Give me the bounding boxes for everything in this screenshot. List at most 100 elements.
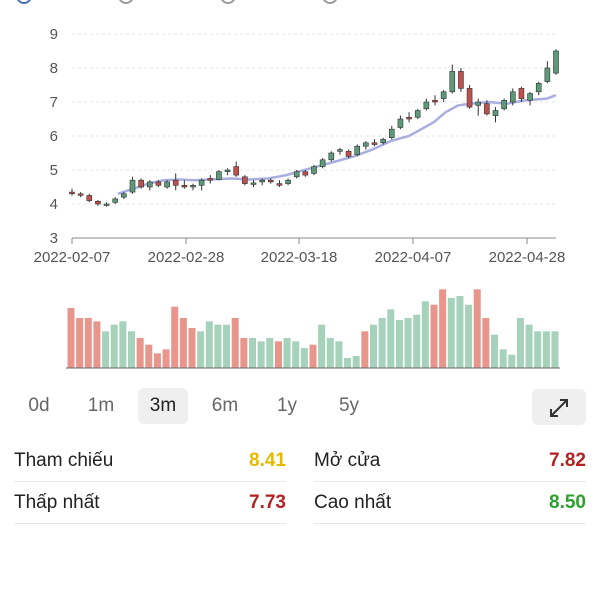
volume-bar [119,321,127,368]
stat-label: Cao nhất [314,492,392,513]
candle-body [397,118,404,128]
tab-0d[interactable]: 0d [28,395,50,416]
volume-bar [361,331,369,368]
volume-bar [179,318,187,368]
candle-body [345,151,352,157]
volume-bar [404,318,412,368]
volume-bar [102,331,110,368]
volume-bar [249,338,256,368]
y-tick-label: 6 [50,128,58,145]
candle-body [233,166,240,176]
volume-bar [378,318,386,368]
candle-body [414,110,421,118]
volume-bar [318,324,326,368]
candle-body [112,198,119,203]
y-axis: 3 4 5 6 7 8 9 [50,26,58,247]
tab-1y[interactable]: 1y [276,395,298,416]
volume-bar [473,289,481,368]
expand-icon [550,399,568,417]
tab-5y[interactable]: 5y [338,395,360,416]
volume-bar [465,304,473,368]
volume-bar [344,358,352,368]
x-tick-label: 2022-02-07 [34,249,111,266]
candle-body [371,142,378,145]
y-tick-label: 5 [50,162,58,179]
candle-body [432,100,438,103]
volume-bar [283,338,291,368]
candle-body [293,171,300,178]
candle-body [190,185,196,188]
volume-bar [542,331,550,368]
candle-body [129,179,136,193]
stat-label: Mở cửa [314,450,381,471]
volume-bar [171,306,179,368]
candle-body [535,83,542,93]
volume-bar [84,318,92,368]
volume-bar [421,301,429,368]
candle-body [484,103,490,115]
volume-bar [145,344,153,368]
candle-body [363,142,369,147]
candlesticks [69,49,559,207]
x-tick-label: 2022-03-18 [261,249,338,266]
expand-button[interactable] [532,389,586,425]
x-tick-label: 2022-04-28 [489,249,566,266]
volume-bar [240,338,248,368]
volume-bar [525,324,533,368]
volume-bar [534,331,542,368]
volume-bar [430,304,438,368]
volume-bar [335,341,343,368]
candle-body [172,179,179,186]
volume-bar [205,321,213,368]
volume-bar [309,344,317,368]
volume-bar [439,289,447,368]
stat-value: 7.73 [249,492,286,513]
volume-bar [499,349,507,368]
volume-bar [136,338,144,368]
volume-bar [447,298,455,368]
volume-bar [93,321,101,368]
volume-bar [214,324,222,368]
candle-body [121,193,127,198]
volume-bar [387,309,395,368]
tab-1m[interactable]: 1m [87,395,115,416]
volume-bar [482,318,490,368]
volume-bar [300,348,308,368]
y-tick-label: 4 [50,196,58,213]
candle-body [337,149,343,152]
stat-open: Mở cửa 7.82 [314,440,586,482]
candle-body [311,166,317,174]
volume-bar [292,341,300,368]
candle-body [544,67,551,82]
volume-bar [352,356,360,368]
candle-body [285,179,291,184]
volume-bar [266,338,274,368]
y-tick-label: 7 [50,94,58,111]
candle-body [267,179,274,183]
candle-body [103,203,110,206]
candle-body [259,179,265,183]
stat-value: 7.82 [549,450,586,471]
stat-high: Cao nhất 8.50 [314,482,586,524]
stat-low: Thấp nhất 7.73 [14,482,286,524]
moving-average [117,94,557,195]
y-tick-label: 9 [50,26,58,43]
candle-body [155,181,162,186]
volume-bar [128,331,135,368]
volume-bar [274,341,282,368]
candle-body [164,181,170,188]
moving-average-line [117,94,557,195]
candle-body [492,110,499,116]
candle-body [354,145,361,155]
chart-grid [72,33,556,205]
candle-body [216,171,222,180]
tab-3m[interactable]: 3m [138,388,188,424]
candle-body [449,71,456,93]
volume-bar [551,331,559,368]
candle-body [207,178,214,181]
candle-body [380,139,386,144]
tab-6m[interactable]: 6m [211,395,239,416]
volume-bar [188,328,196,368]
candle-body [69,191,75,195]
